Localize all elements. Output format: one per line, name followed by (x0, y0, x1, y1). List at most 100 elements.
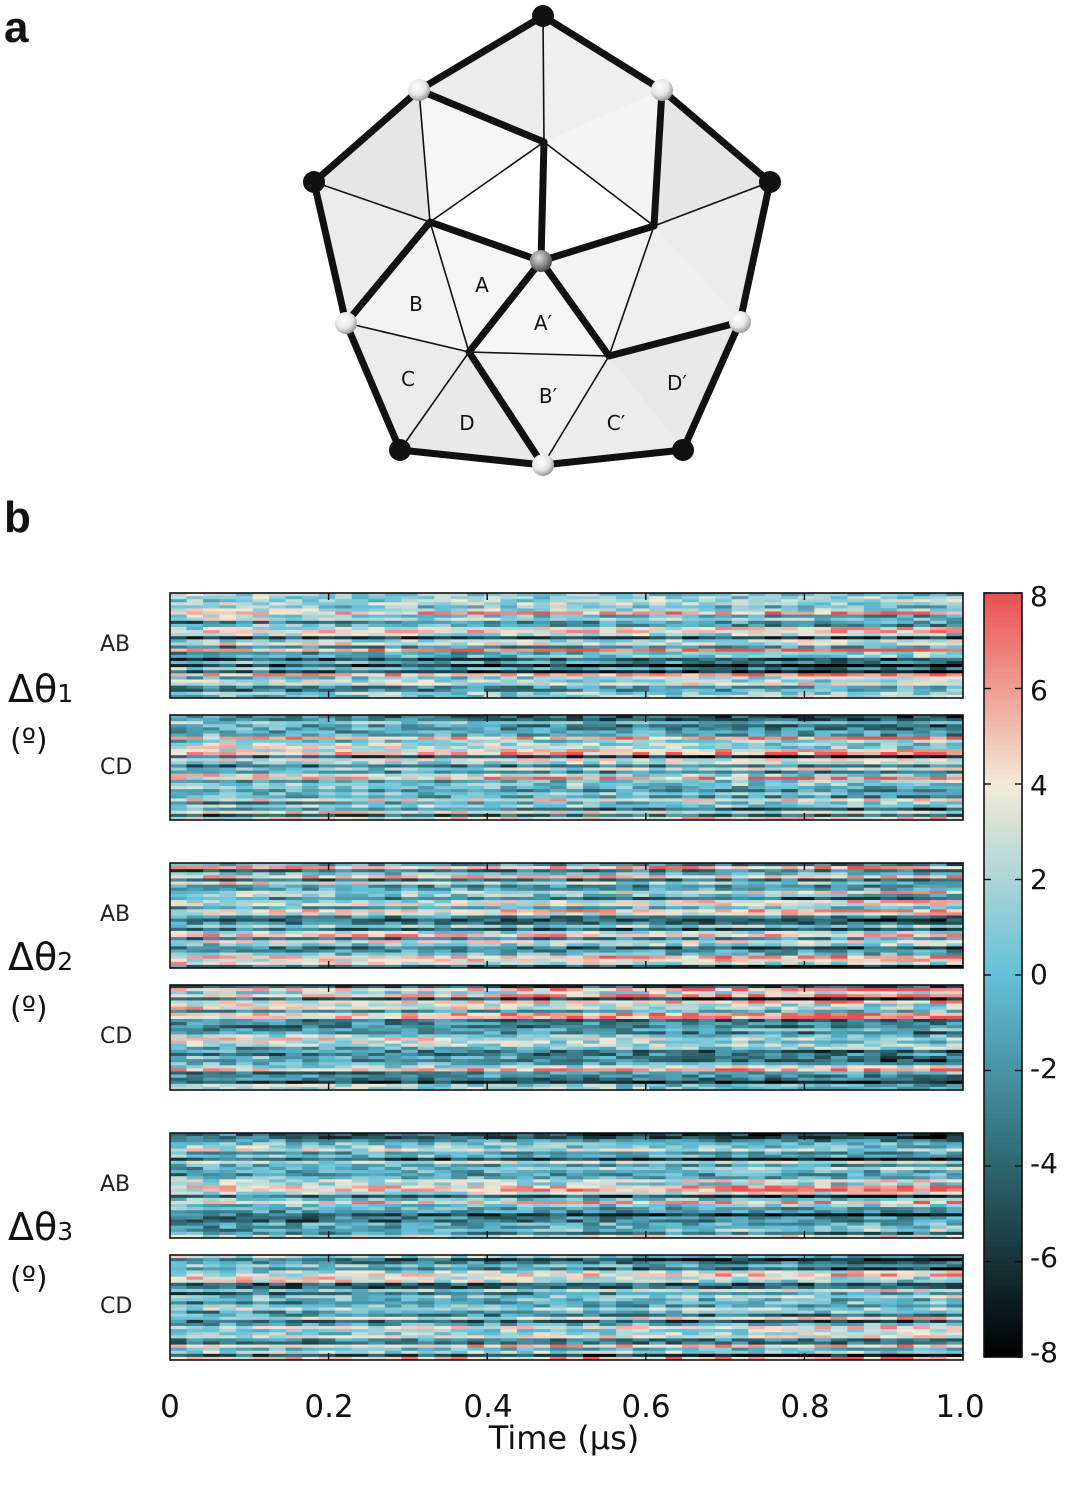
triangle-label-b-prime: B′ (539, 384, 558, 408)
x-tick-label: 0.4 (463, 1389, 513, 1425)
vertex-black (672, 439, 694, 461)
colorbar-segment (984, 1037, 1022, 1043)
colorbar-segment (984, 1070, 1022, 1076)
colorbar-segment (984, 1271, 1022, 1277)
colorbar-segment (984, 908, 1022, 914)
colorbar-segment (984, 1175, 1022, 1181)
colorbar-segment (984, 1228, 1022, 1234)
colorbar-segment (984, 1247, 1022, 1253)
colorbar-tick-label: 0 (1030, 958, 1048, 991)
theta-3-label: Δθ3 (8, 1205, 74, 1249)
colorbar-tick-label: -6 (1030, 1241, 1058, 1274)
row-label-ab: AB (100, 1172, 131, 1197)
colorbar-segment (984, 1056, 1022, 1062)
theta-3-unit: (º) (10, 1261, 48, 1296)
triangle-label-a-prime: A′ (534, 311, 553, 335)
colorbar-segment (984, 1347, 1022, 1353)
colorbar-segment (984, 979, 1022, 986)
triangulated-pentagon-diagram: A B C D A′ B′ C′ D′ (303, 5, 781, 476)
colorbar-segment (984, 1113, 1022, 1119)
colorbar-segment (984, 826, 1022, 833)
colorbar-segment (984, 807, 1022, 814)
colorbar-tick-label: -4 (1030, 1147, 1058, 1180)
colorbar-segment (984, 1352, 1022, 1358)
colorbar-segment (984, 917, 1022, 924)
colorbar-segment (984, 750, 1022, 756)
theta-1-unit: (º) (10, 723, 48, 758)
colorbar-segment (984, 626, 1022, 632)
colorbar-segment (984, 635, 1022, 642)
colorbar-segment (984, 1294, 1022, 1301)
panel-b-label: b (4, 493, 31, 542)
x-tick-label: 1.0 (935, 1389, 985, 1425)
colorbar-segment (984, 1261, 1022, 1267)
triangle-labels: A B C D A′ B′ C′ D′ (401, 273, 687, 435)
colorbar-segment (984, 1075, 1022, 1081)
colorbar-segment (984, 769, 1022, 776)
colorbar (983, 592, 1023, 1358)
colorbar-segment (984, 1084, 1022, 1091)
colorbar-segment (984, 1108, 1022, 1115)
colorbar-segment (984, 1017, 1022, 1024)
triangle-label-d: D (459, 411, 474, 435)
vertex-white (651, 79, 673, 101)
colorbar-segment (984, 912, 1022, 919)
colorbar-segment (984, 855, 1022, 862)
colorbar-segment (984, 1142, 1022, 1148)
colorbar-segment (984, 1232, 1022, 1239)
colorbar-segment (984, 927, 1022, 933)
colorbar-segment (984, 1103, 1022, 1110)
colorbar-segment (984, 1156, 1022, 1162)
colorbar-segment (984, 803, 1022, 809)
colorbar-segment (984, 698, 1022, 704)
colorbar-segment (984, 612, 1022, 618)
colorbar-segment (984, 717, 1022, 723)
colorbar-segment (984, 1146, 1022, 1153)
colorbar-segment (984, 712, 1022, 718)
colorbar-segment (984, 1342, 1022, 1349)
colorbar-tick-label: -8 (1030, 1336, 1058, 1369)
colorbar-segment (984, 1180, 1022, 1186)
colorbar-segment (984, 1008, 1022, 1014)
colorbar-segment (984, 741, 1022, 747)
colorbar-segment (984, 1065, 1022, 1072)
colorbar-segment (984, 1027, 1022, 1033)
vertex-white (408, 79, 430, 101)
colorbar-segment (984, 1051, 1022, 1057)
colorbar-segment (984, 836, 1022, 842)
colorbar-segment (984, 1022, 1022, 1029)
colorbar-segment (984, 970, 1022, 976)
x-tick-label: 0 (160, 1389, 180, 1425)
colorbar-segment (984, 1127, 1022, 1134)
theta-1-label: Δθ1 (8, 667, 74, 711)
colorbar-segment (984, 1304, 1022, 1310)
colorbar-segment (984, 1132, 1022, 1138)
colorbar-segment (984, 760, 1022, 766)
colorbar-segment (984, 678, 1022, 685)
colorbar-segment (984, 1194, 1022, 1201)
x-axis-label: Time (μs) (488, 1419, 640, 1457)
colorbar-segment (984, 640, 1022, 647)
heatmap-panel (169, 714, 964, 821)
colorbar-segment (984, 631, 1022, 637)
colorbar-segment (984, 621, 1022, 628)
colorbar-segment (984, 1046, 1022, 1053)
triangle-label-b: B (409, 292, 423, 316)
colorbar-segment (984, 884, 1022, 890)
colorbar-segment (984, 616, 1022, 623)
vertex-gray-center (530, 250, 552, 272)
vertex-black (759, 171, 781, 193)
colorbar-segment (984, 674, 1022, 680)
colorbar-segment (984, 869, 1022, 876)
colorbar-segment (984, 1256, 1022, 1263)
colorbar-tick-label: -2 (1030, 1052, 1058, 1085)
colorbar-segment (984, 597, 1022, 604)
colorbar-segment (984, 683, 1022, 690)
colorbar-segment (984, 1285, 1022, 1291)
triangle-label-c: C (401, 367, 415, 391)
colorbar-segment (984, 645, 1022, 651)
colorbar-segment (984, 893, 1022, 900)
colorbar-segment (984, 860, 1022, 866)
x-tick-label: 0.8 (780, 1389, 830, 1425)
